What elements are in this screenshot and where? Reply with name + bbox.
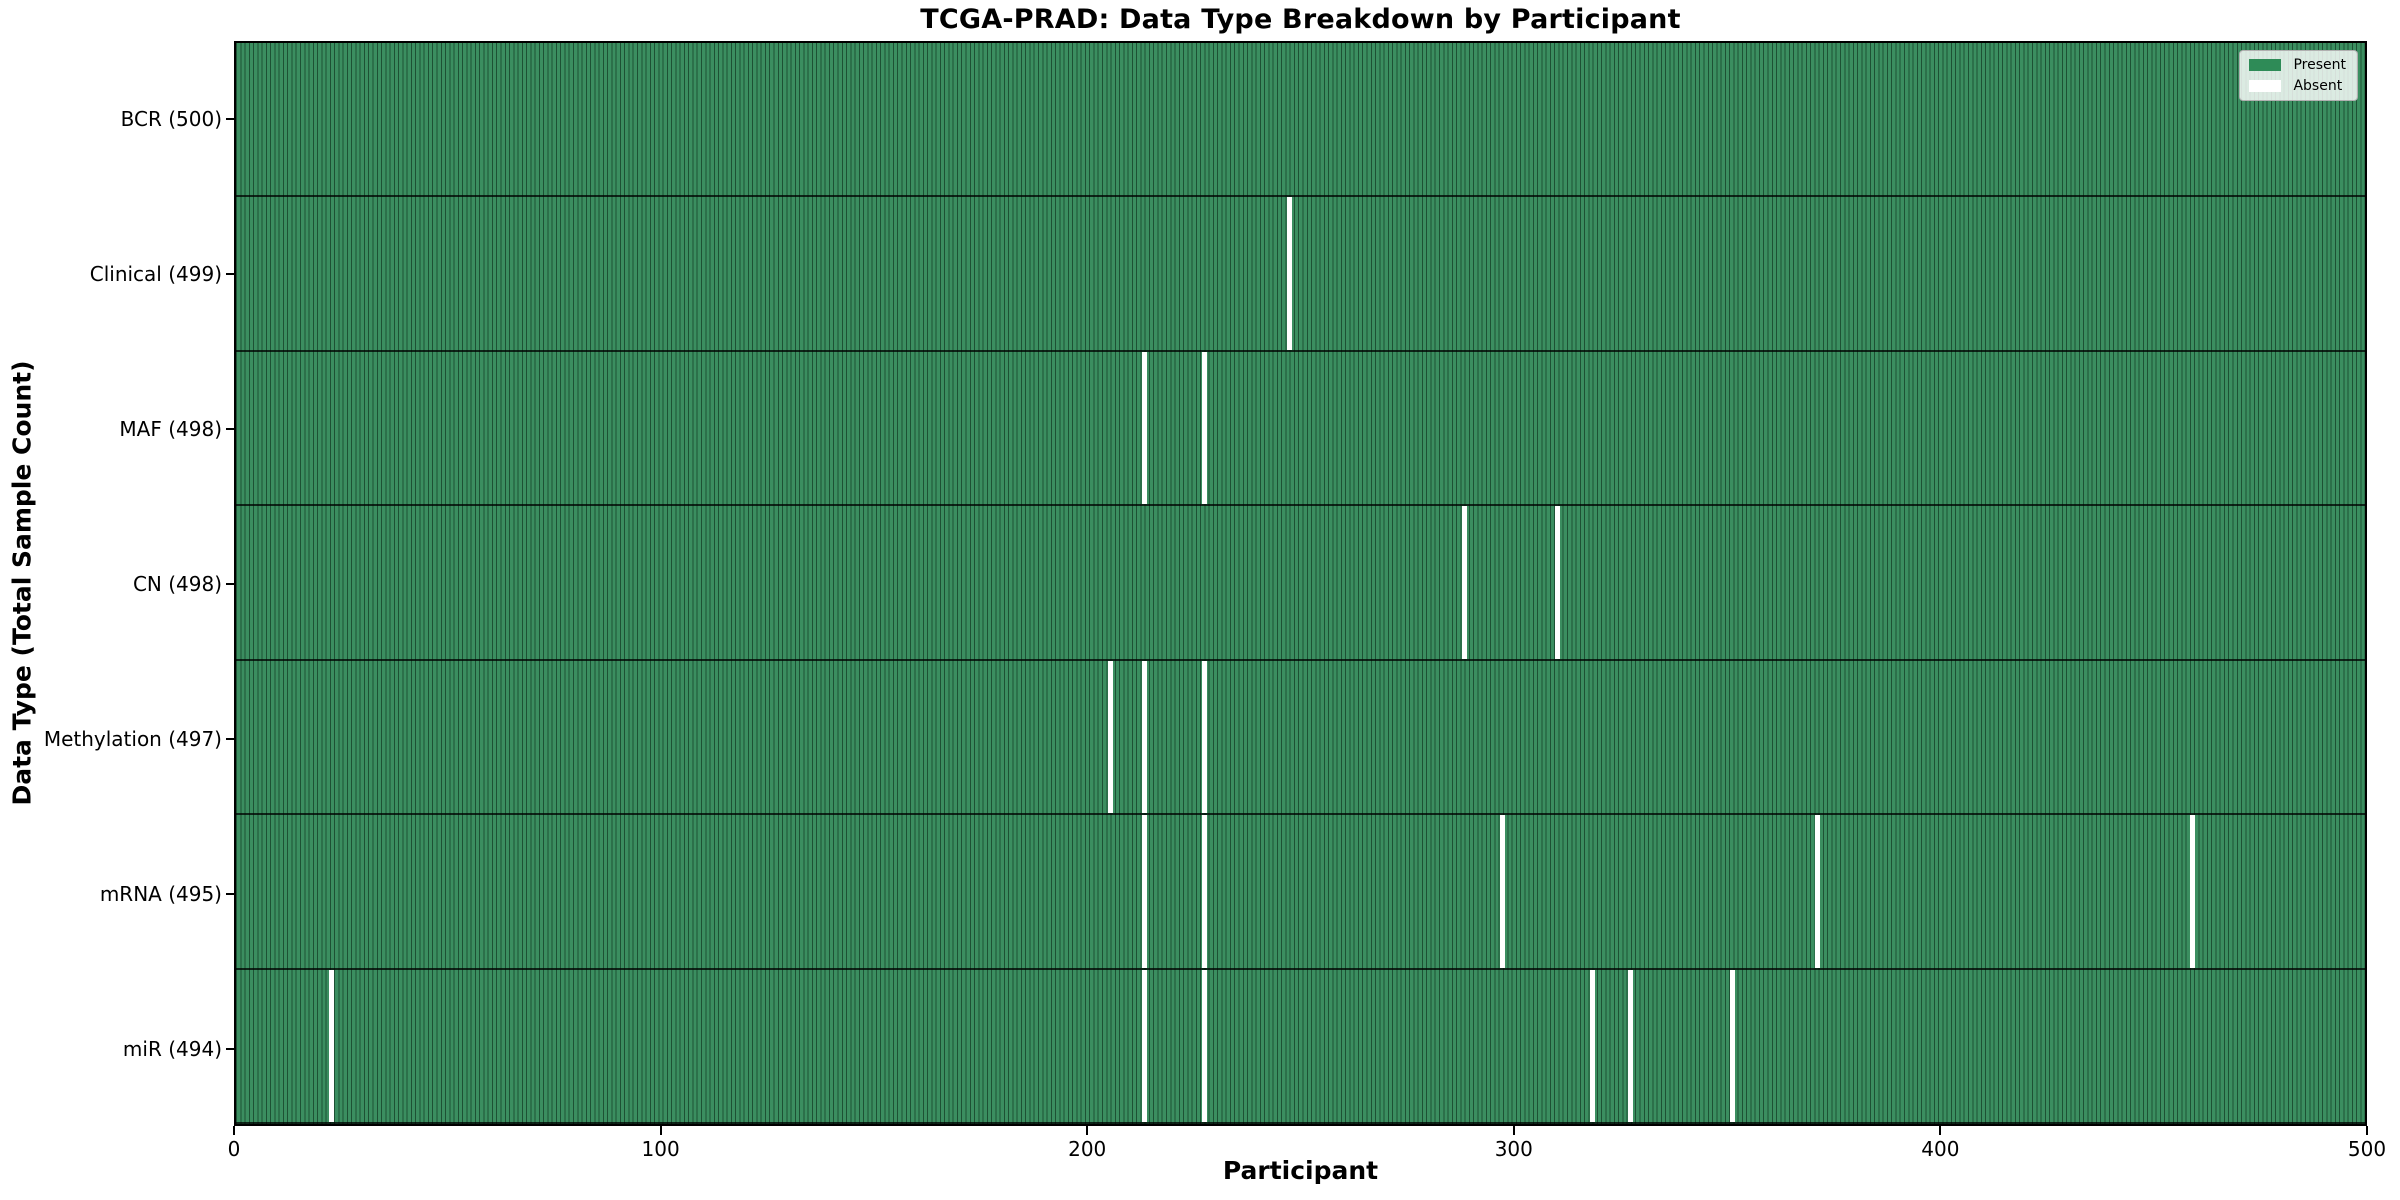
legend-entry-absent: Absent [2249, 79, 2346, 93]
y-tick-mark [226, 117, 234, 120]
x-tick-label-200: 200 [1068, 1137, 1107, 1161]
chart-title: TCGA-PRAD: Data Type Breakdown by Partic… [920, 4, 1681, 35]
plot-area: Present Absent [234, 41, 2367, 1126]
absent-mark-mir-351 [1730, 969, 1736, 1122]
x-axis-label: Participant [1222, 1156, 1379, 1185]
x-tick-labels: 0 100 200 300 400 500 [228, 1126, 2386, 1186]
y-tick-mark [226, 582, 234, 585]
y-tick-label-mrna: mRNA (495) [99, 881, 222, 906]
row-mrna [236, 815, 2365, 970]
row-mir [236, 969, 2365, 1124]
absent-mark-cn-310 [1555, 506, 1561, 659]
absent-mark-cn-288 [1461, 506, 1467, 659]
y-tick-label-bcr: BCR (500) [120, 106, 222, 131]
row-cn [236, 506, 2365, 661]
absent-mark-mir-22 [329, 969, 335, 1122]
absent-mark-methylation-227 [1202, 660, 1208, 814]
y-tick-mark [226, 892, 234, 895]
row-maf [236, 351, 2365, 507]
x-tick-mark [1939, 1126, 1942, 1135]
row-bcr [236, 43, 2365, 198]
y-tick-mark [226, 272, 234, 275]
legend-swatch-absent [2249, 80, 2282, 92]
legend-label-absent: Absent [2293, 78, 2343, 94]
absent-mark-mir-227 [1202, 969, 1208, 1122]
legend: Present Absent [2239, 50, 2358, 101]
y-tick-labels: BCR (500) Clinical (499) MAF (498) CN (498)… [0, 41, 222, 1126]
y-tick-mark [226, 737, 234, 740]
x-tick-mark [659, 1126, 662, 1135]
y-tick-label-cn: CN (498) [132, 571, 222, 596]
y-tick-label-clinical: Clinical (499) [89, 261, 222, 286]
x-tick-label-100: 100 [641, 1137, 680, 1161]
absent-mark-clinical-247 [1287, 197, 1293, 350]
row-methylation [236, 660, 2365, 816]
y-tick-mark [226, 427, 234, 430]
absent-mark-mir-213 [1142, 969, 1148, 1122]
absent-mark-mir-327 [1627, 969, 1633, 1122]
x-tick-label-300: 300 [1494, 1137, 1533, 1161]
y-tick-label-methylation: Methylation (497) [43, 726, 222, 751]
x-tick-label-400: 400 [1921, 1137, 1960, 1161]
x-tick-label-0: 0 [227, 1137, 241, 1161]
absent-mark-mrna-371 [1815, 815, 1821, 968]
x-tick-label-500: 500 [2347, 1137, 2387, 1161]
legend-label-present: Present [2293, 57, 2346, 73]
absent-mark-mrna-213 [1142, 815, 1148, 968]
x-tick-mark [233, 1126, 235, 1135]
absent-mark-mrna-297 [1500, 815, 1506, 968]
x-tick-mark [2366, 1126, 2368, 1135]
x-tick-mark [1086, 1126, 1089, 1135]
absent-mark-mrna-227 [1202, 815, 1208, 968]
absent-mark-maf-227 [1202, 351, 1208, 505]
y-tick-mark [226, 1047, 234, 1050]
absent-mark-mir-318 [1589, 969, 1595, 1122]
legend-entry-present: Present [2249, 58, 2346, 72]
legend-swatch-present [2249, 59, 2282, 71]
absent-mark-maf-213 [1142, 351, 1148, 505]
y-tick-label-mir: miR (494) [122, 1036, 222, 1061]
row-clinical [236, 197, 2365, 352]
absent-mark-methylation-205 [1108, 660, 1114, 814]
y-tick-label-maf: MAF (498) [119, 416, 222, 441]
x-tick-mark [1512, 1126, 1515, 1135]
absent-mark-methylation-213 [1142, 660, 1148, 814]
absent-mark-mrna-459 [2189, 815, 2195, 968]
